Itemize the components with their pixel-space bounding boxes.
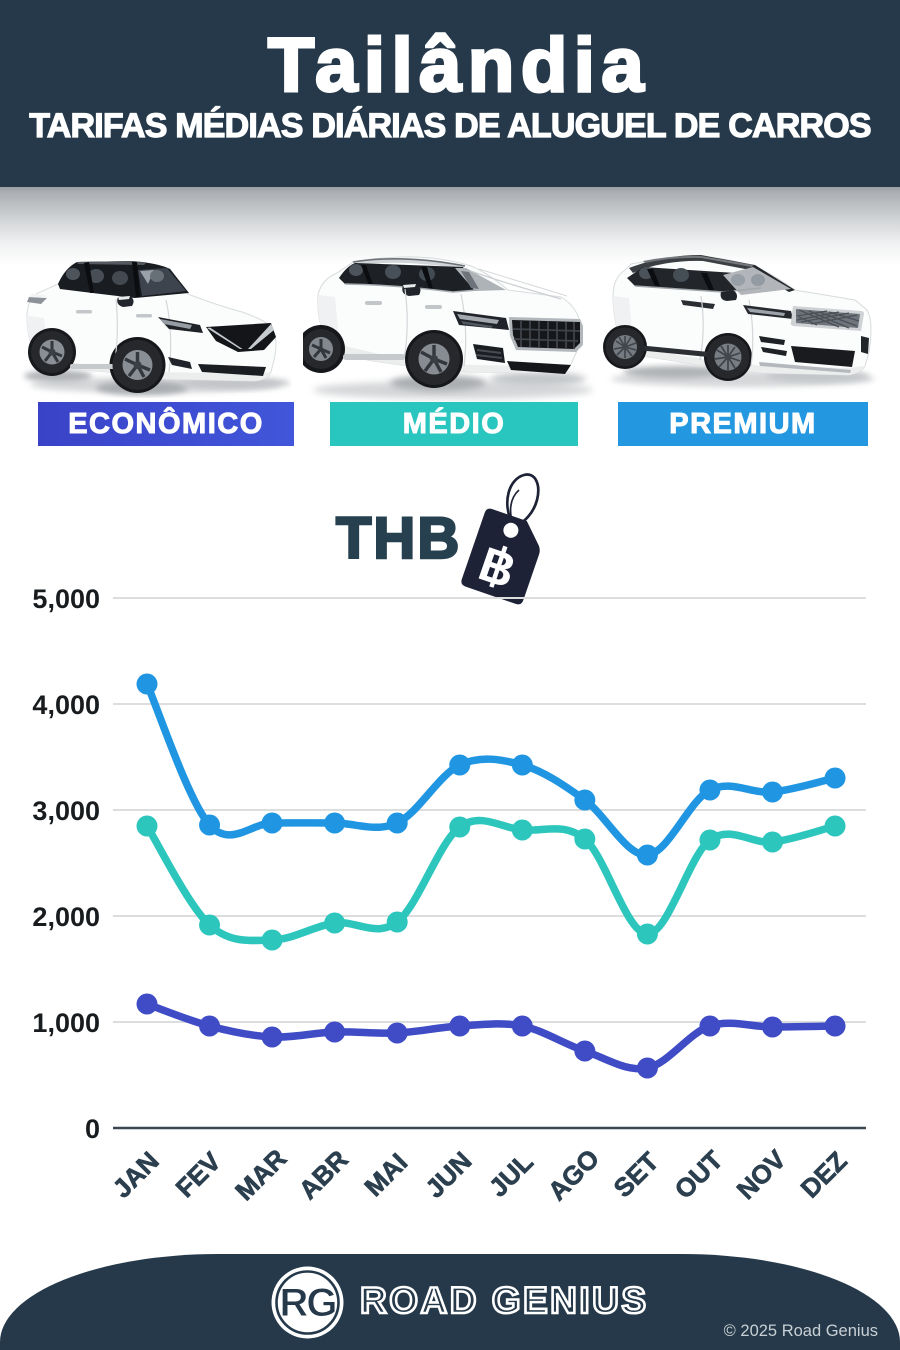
svg-text:DEZ: DEZ [795,1146,853,1204]
svg-text:5,000: 5,000 [32,584,100,614]
svg-text:0: 0 [85,1114,100,1144]
svg-text:NOV: NOV [731,1144,793,1206]
svg-text:RG: RG [280,1281,336,1325]
svg-text:MAR: MAR [229,1143,292,1206]
svg-text:MAI: MAI [358,1147,413,1202]
svg-text:1,000: 1,000 [32,1008,100,1038]
svg-text:4,000: 4,000 [32,690,100,720]
svg-text:AGO: AGO [542,1143,605,1206]
svg-text:SET: SET [608,1146,665,1203]
svg-text:JUN: JUN [419,1146,477,1204]
svg-text:2,000: 2,000 [32,902,100,932]
svg-text:JAN: JAN [107,1146,165,1204]
svg-text:3,000: 3,000 [32,796,100,826]
svg-text:FEV: FEV [170,1146,227,1203]
svg-text:OUT: OUT [669,1145,729,1205]
svg-text:ABR: ABR [293,1144,354,1205]
svg-text:JUL: JUL [483,1147,539,1203]
